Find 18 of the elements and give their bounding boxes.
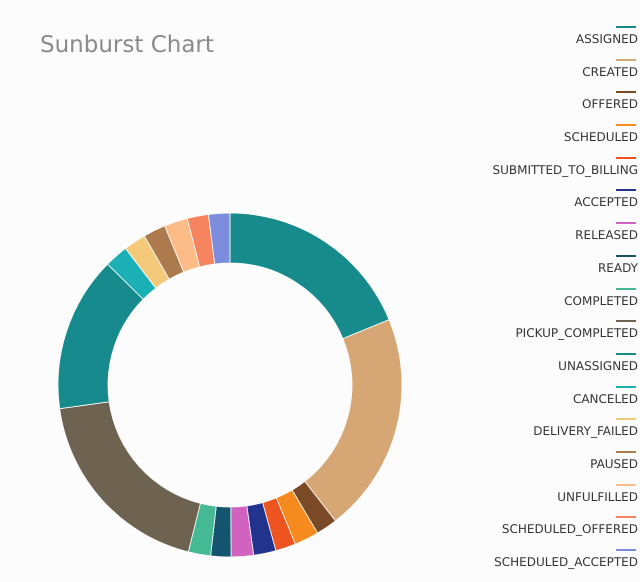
legend-label: CANCELED [572, 392, 638, 406]
legend-label: COMPLETED [564, 294, 638, 308]
legend-label: UNFULFILLED [557, 490, 638, 504]
legend-label: CREATED [582, 64, 638, 79]
legend-label: ASSIGNED [576, 32, 638, 46]
legend-label: SCHEDULED_ACCEPTED [494, 555, 638, 569]
chart-title: Sunburst Chart [40, 32, 214, 58]
legend-label: PICKUP_COMPLETED [515, 326, 638, 340]
legend-label: OFFERED [582, 97, 638, 112]
legend-label: RELEASED [575, 228, 638, 242]
legend-label: SCHEDULED [564, 130, 638, 144]
legend-label: SUBMITTED_TO_BILLING [492, 162, 638, 177]
legend-label: PAUSED [590, 456, 638, 471]
legend-label: SCHEDULED_OFFERED [502, 522, 638, 536]
legend-label: READY [598, 260, 638, 275]
legend-label: UNASSIGNED [558, 358, 638, 373]
legend-label: ACCEPTED [574, 195, 638, 210]
legend-label: DELIVERY_FAILED [533, 424, 638, 438]
